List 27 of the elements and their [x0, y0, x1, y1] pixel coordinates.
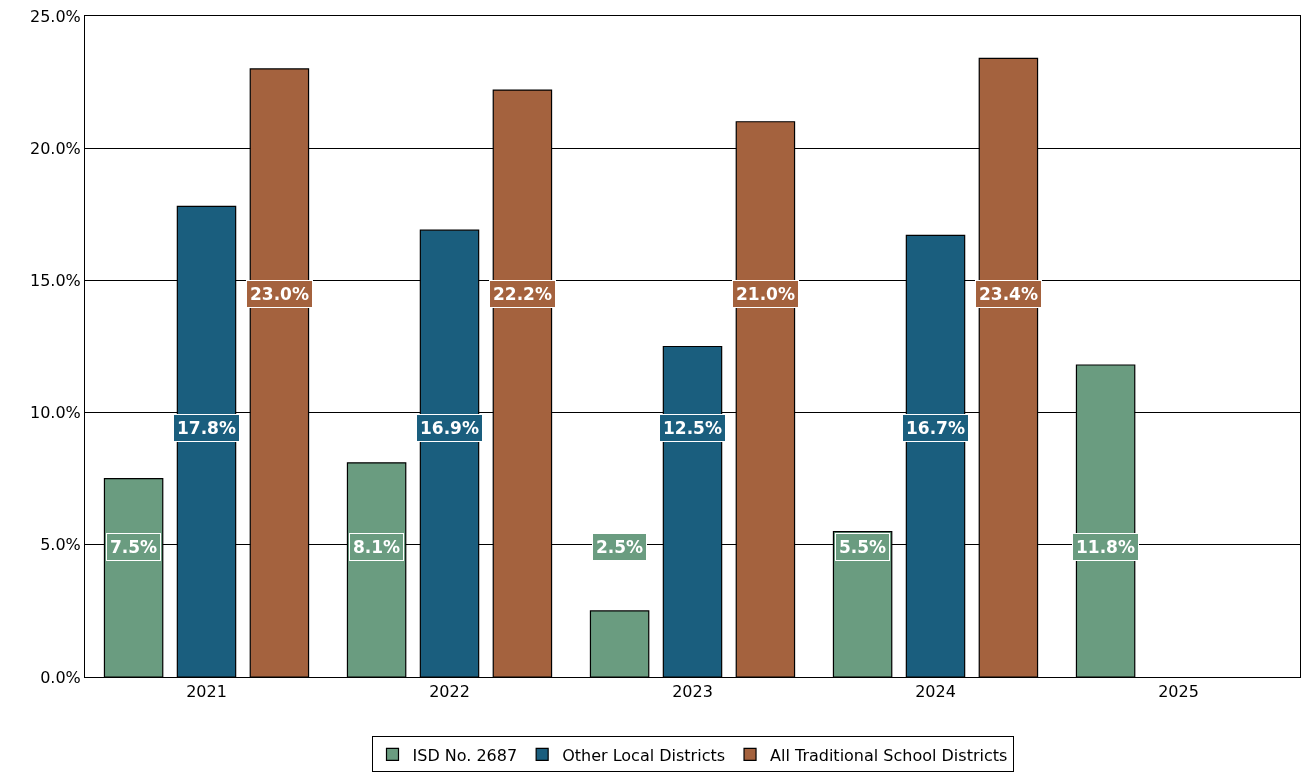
data-label: 12.5% [663, 418, 722, 438]
y-tick-label: 25.0% [29, 6, 81, 26]
data-label: 8.1% [353, 537, 401, 557]
x-tick-label: 2021 [186, 682, 227, 702]
data-label: 23.0% [250, 284, 309, 304]
legend-label: ISD No. 2687 [412, 745, 518, 765]
data-label: 16.9% [420, 418, 479, 438]
data-label: 17.8% [177, 418, 236, 438]
legend-label: All Traditional School Districts [770, 745, 1008, 765]
data-label: 11.8% [1076, 537, 1135, 557]
y-tick-label: 15.0% [29, 271, 81, 290]
data-label: 16.7% [906, 418, 965, 438]
x-tick-label: 2022 [429, 682, 470, 702]
x-tick-label: 2023 [672, 682, 713, 702]
data-label: 22.2% [493, 284, 552, 304]
y-tick-label: 0.0% [40, 667, 81, 687]
legend-label: Other Local Districts [562, 745, 726, 765]
y-tick-label: 10.0% [29, 403, 81, 423]
data-label: 23.4% [979, 284, 1038, 304]
x-tick-label: 2024 [915, 682, 956, 702]
y-tick-label: 20.0% [29, 138, 81, 158]
x-tick-label: 2025 [1158, 682, 1199, 702]
data-label: 7.5% [110, 537, 158, 557]
data-label: 2.5% [596, 537, 644, 557]
data-label: 21.0% [736, 284, 795, 304]
y-tick-label: 5.0% [40, 535, 81, 555]
data-label: 5.5% [839, 537, 887, 557]
